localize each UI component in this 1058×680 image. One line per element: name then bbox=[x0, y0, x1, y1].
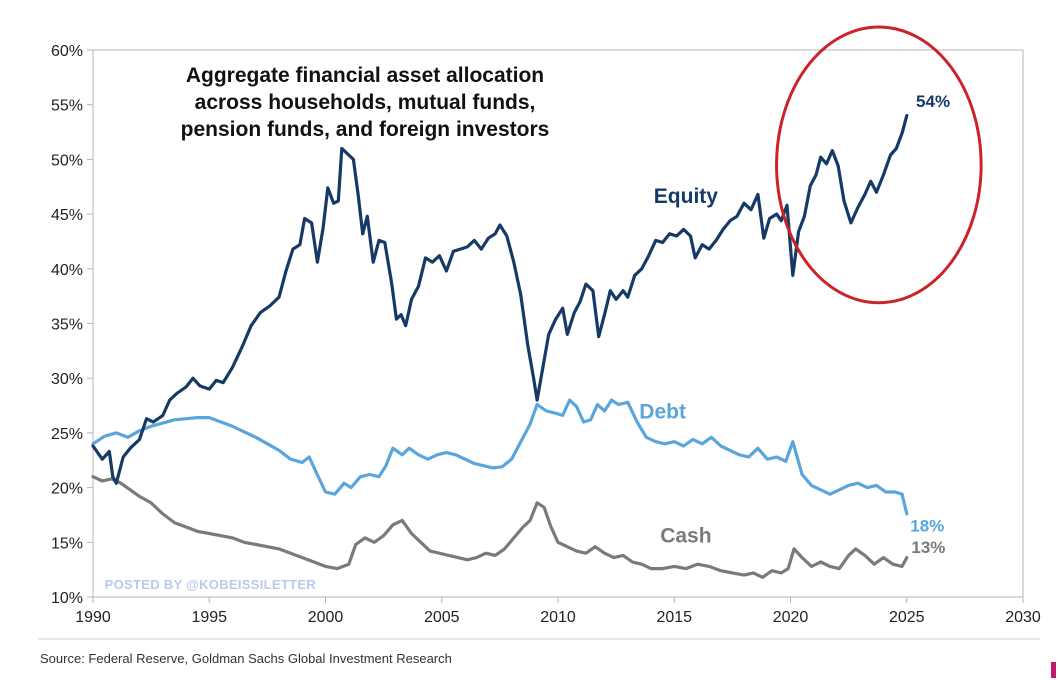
y-tick-label: 55% bbox=[51, 98, 83, 115]
x-tick-label: 1990 bbox=[75, 609, 111, 626]
end-label-debt: 18% bbox=[910, 516, 944, 535]
y-tick-label: 50% bbox=[51, 152, 83, 169]
y-tick-label: 20% bbox=[51, 481, 83, 498]
series-line-equity bbox=[91, 114, 909, 485]
corner-mark bbox=[1051, 662, 1056, 678]
end-label-cash: 13% bbox=[911, 538, 945, 557]
x-tick-label: 2005 bbox=[424, 609, 460, 626]
series-label-equity: Equity bbox=[654, 185, 718, 208]
x-tick-label: 2025 bbox=[889, 609, 925, 626]
y-tick-label: 35% bbox=[51, 317, 83, 334]
x-tick-label: 2000 bbox=[308, 609, 344, 626]
series-line-debt bbox=[91, 398, 909, 516]
watermark: POSTED BY @KOBEISSILETTER bbox=[105, 577, 317, 592]
highlight-circle bbox=[775, 25, 983, 305]
chart-title-line-1: Aggregate financial asset allocation bbox=[185, 64, 545, 87]
y-tick-label: 25% bbox=[51, 426, 83, 443]
y-tick-label: 15% bbox=[51, 535, 83, 552]
x-tick-label: 2015 bbox=[656, 609, 692, 626]
y-tick-label: 40% bbox=[51, 262, 83, 279]
series-label-debt: Debt bbox=[639, 401, 686, 424]
x-tick-label: 2030 bbox=[1005, 609, 1041, 626]
y-tick-label: 60% bbox=[51, 43, 83, 60]
chart-title-line-3: pension funds, and foreign investors bbox=[180, 118, 550, 141]
y-tick-label: 30% bbox=[51, 371, 83, 388]
chart-title-line-2: across households, mutual funds, bbox=[194, 91, 536, 114]
end-label-equity: 54% bbox=[916, 92, 950, 111]
x-tick-label: 2020 bbox=[773, 609, 809, 626]
series-label-cash: Cash bbox=[660, 524, 711, 547]
y-tick-label: 10% bbox=[51, 590, 83, 607]
chart-title: Aggregate financial asset allocation acr… bbox=[120, 62, 610, 143]
x-tick-label: 1995 bbox=[191, 609, 227, 626]
series-line-cash bbox=[91, 475, 909, 579]
y-tick-label: 45% bbox=[51, 207, 83, 224]
x-tick-label: 2010 bbox=[540, 609, 576, 626]
source-note: Source: Federal Reserve, Goldman Sachs G… bbox=[40, 651, 452, 666]
